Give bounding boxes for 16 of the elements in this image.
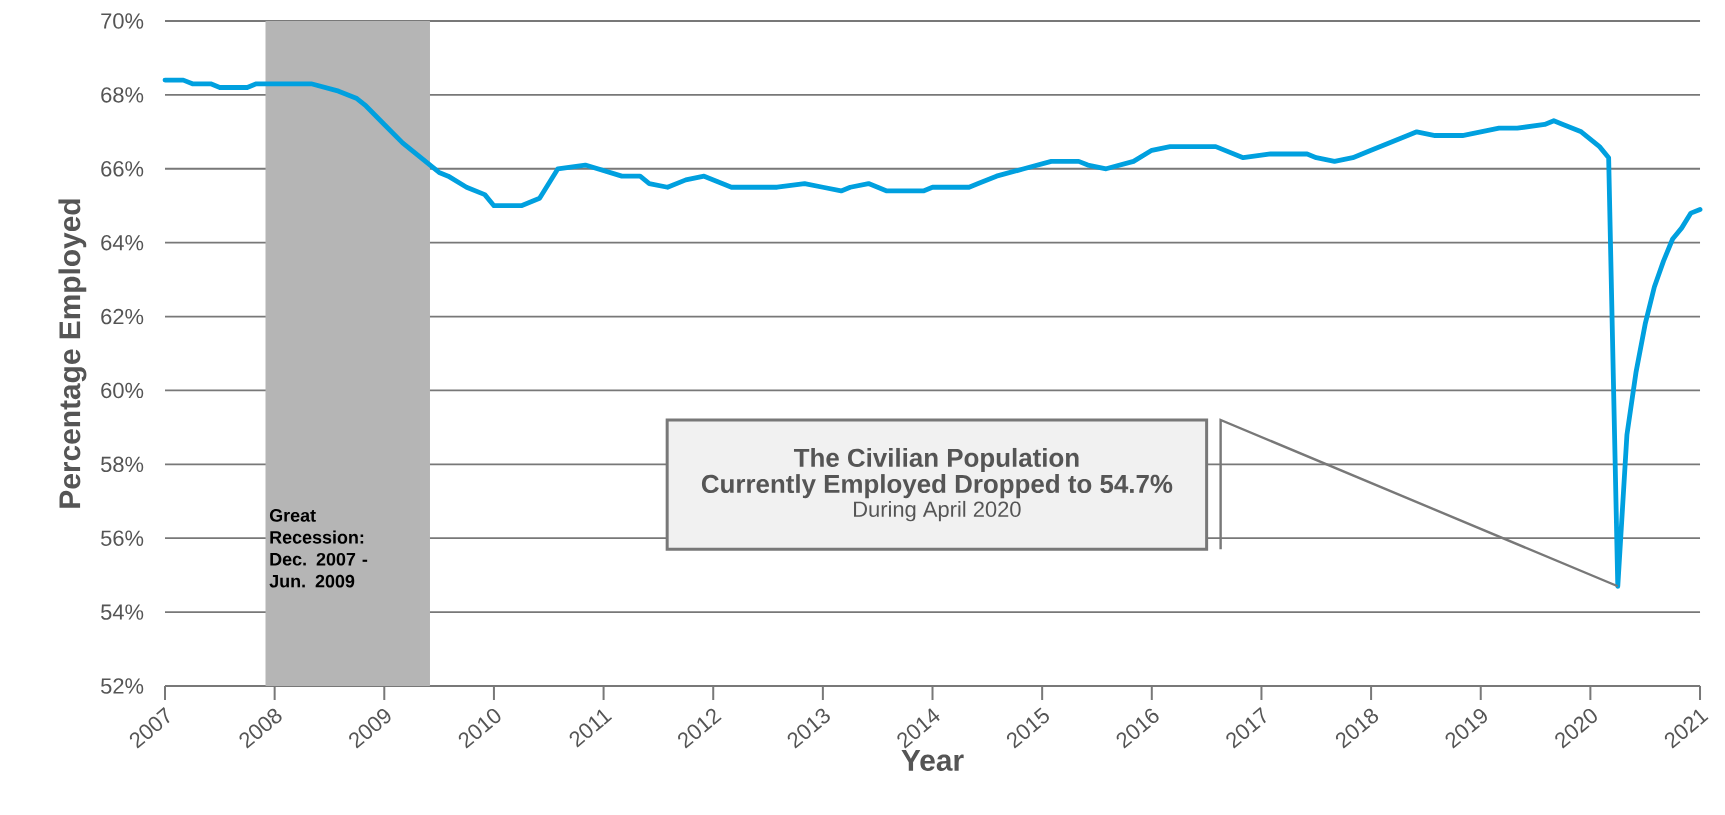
y-tick-label: 70% (101, 13, 144, 29)
annotation: During April 2020 (854, 500, 1021, 522)
y-tick-label: 56% (101, 530, 144, 546)
y-axis-title: Percentage Employed (58, 199, 87, 508)
x-axis-title: Year (901, 750, 964, 771)
y-tick-label: 60% (101, 382, 144, 399)
annotation: Currently Employed Dropped to 54.7% (701, 474, 1173, 499)
band-label: Great Recession: Dec. 2007 - Jun. 2009 (269, 509, 368, 588)
y-tick-label: 54% (101, 604, 144, 620)
y-tick-label: 64% (101, 234, 144, 251)
y-tick-label: 68% (101, 87, 144, 103)
y-tick-label: 62% (101, 308, 144, 325)
y-tick-label: 52% (101, 678, 144, 694)
y-tick-label: 58% (101, 456, 144, 473)
annotation: The Civilian Population (793, 447, 1079, 473)
y-tick-label: 66% (101, 161, 144, 177)
